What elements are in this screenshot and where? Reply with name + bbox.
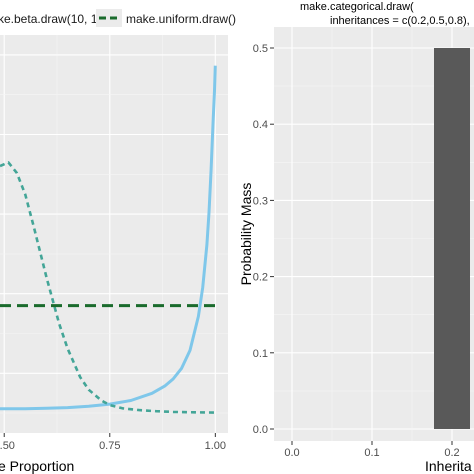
right-x-tick-label: 0.2 — [444, 447, 459, 459]
left-x-tick-label: 0.50 — [0, 440, 15, 452]
right-y-ticks: 0.0 0.1 0.2 0.3 0.4 0.5 — [253, 43, 274, 436]
right-bars — [434, 48, 470, 429]
right-title-line-2: inheritances = c(0.2,0.5,0.8), — [330, 15, 470, 27]
right-y-axis-label: Probability Mass — [238, 183, 254, 286]
legend-key-uniform — [96, 9, 122, 27]
right-y-tick-label: 0.4 — [253, 119, 268, 131]
left-x-tick-label: 1.00 — [205, 440, 226, 452]
right-x-axis-label: Inherita — [425, 458, 472, 474]
left-panel: ke.beta.draw(10, 10) make.uniform.draw()… — [0, 0, 236, 474]
right-y-tick-label: 0.0 — [253, 424, 268, 436]
legend-label-beta: ke.beta.draw(10, 10) — [0, 12, 108, 26]
beta-curve — [0, 65, 217, 411]
right-x-tick-label: 0.1 — [364, 447, 379, 459]
legend-label-uniform: make.uniform.draw() — [126, 12, 236, 26]
bar — [434, 48, 470, 429]
right-y-tick-label: 0.5 — [253, 43, 268, 55]
right-y-tick-label: 0.3 — [253, 195, 268, 207]
right-y-tick-label: 0.1 — [253, 348, 268, 360]
right-title-line-1: make.categorical.draw( — [300, 1, 414, 13]
left-x-ticks: 0.50 0.75 1.00 — [0, 433, 226, 452]
left-x-axis-label: e Proportion — [0, 458, 74, 474]
right-x-ticks: 0.00.10.20.3 — [284, 441, 460, 459]
density-dotted-curve — [0, 161, 216, 414]
right-y-tick-label: 0.2 — [253, 272, 268, 284]
left-plot-background — [0, 35, 228, 433]
left-x-tick-label: 0.75 — [99, 440, 120, 452]
right-x-tick-label: 0.0 — [284, 447, 299, 459]
left-legend: ke.beta.draw(10, 10) make.uniform.draw() — [0, 9, 236, 27]
right-panel: make.categorical.draw( inheritances = c(… — [238, 1, 474, 474]
left-series — [0, 65, 217, 414]
